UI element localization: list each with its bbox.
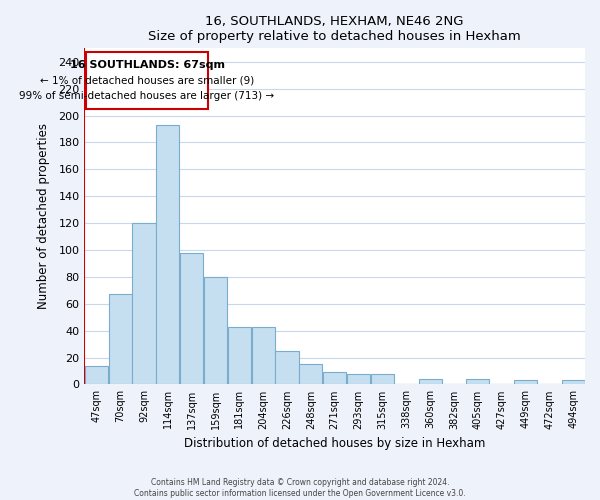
Bar bbox=[347, 374, 370, 384]
Bar bbox=[180, 252, 203, 384]
FancyBboxPatch shape bbox=[86, 52, 208, 109]
Text: 16 SOUTHLANDS: 67sqm: 16 SOUTHLANDS: 67sqm bbox=[70, 60, 224, 70]
Bar bbox=[275, 351, 299, 384]
Bar bbox=[466, 379, 489, 384]
X-axis label: Distribution of detached houses by size in Hexham: Distribution of detached houses by size … bbox=[184, 437, 485, 450]
Title: 16, SOUTHLANDS, HEXHAM, NE46 2NG
Size of property relative to detached houses in: 16, SOUTHLANDS, HEXHAM, NE46 2NG Size of… bbox=[148, 15, 521, 43]
Bar bbox=[419, 379, 442, 384]
Y-axis label: Number of detached properties: Number of detached properties bbox=[37, 124, 50, 310]
Text: Contains HM Land Registry data © Crown copyright and database right 2024.
Contai: Contains HM Land Registry data © Crown c… bbox=[134, 478, 466, 498]
Bar bbox=[251, 326, 275, 384]
Bar bbox=[514, 380, 537, 384]
Bar bbox=[228, 326, 251, 384]
Bar bbox=[299, 364, 322, 384]
Bar bbox=[323, 372, 346, 384]
Text: ← 1% of detached houses are smaller (9): ← 1% of detached houses are smaller (9) bbox=[40, 76, 254, 86]
Bar bbox=[562, 380, 584, 384]
Bar bbox=[133, 223, 155, 384]
Bar bbox=[204, 277, 227, 384]
Bar bbox=[109, 294, 132, 384]
Text: 99% of semi-detached houses are larger (713) →: 99% of semi-detached houses are larger (… bbox=[19, 92, 275, 102]
Bar bbox=[85, 366, 108, 384]
Bar bbox=[157, 125, 179, 384]
Bar bbox=[371, 374, 394, 384]
